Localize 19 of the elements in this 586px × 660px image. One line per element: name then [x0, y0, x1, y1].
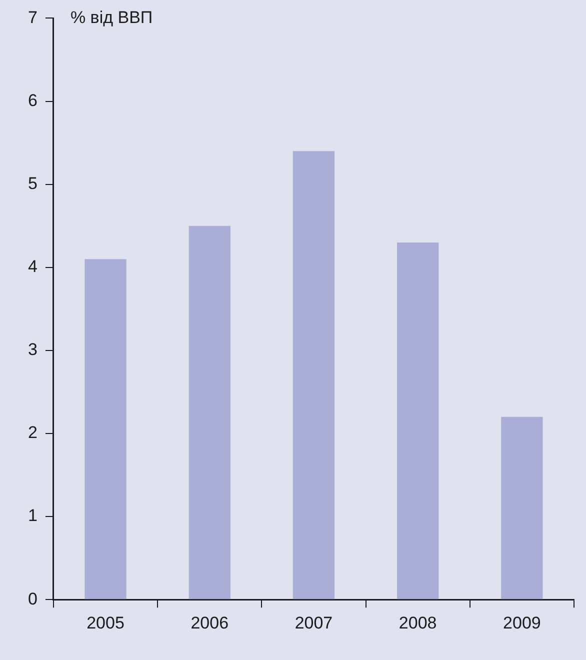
- y-tick-label: 5: [28, 174, 38, 193]
- bar: [292, 151, 335, 600]
- y-tick-label: 1: [28, 506, 38, 526]
- bar: [501, 416, 543, 600]
- x-tick-label: 2005: [86, 613, 124, 632]
- x-tick-label: 2009: [503, 613, 541, 632]
- y-tick-label: 7: [28, 8, 38, 27]
- bar: [397, 242, 439, 600]
- y-tick-label: 6: [28, 90, 38, 110]
- y-tick-label: 2: [28, 423, 38, 442]
- bar: [188, 226, 230, 600]
- y-tick-label: 0: [28, 589, 38, 608]
- x-tick-label: 2006: [190, 613, 229, 632]
- bar: [84, 259, 126, 600]
- y-axis-title: % від ВВП: [70, 8, 153, 27]
- x-tick-label: 2008: [398, 613, 437, 632]
- y-tick-label: 3: [28, 340, 38, 360]
- x-tick-label: 2007: [294, 613, 333, 632]
- y-tick-label: 4: [28, 257, 38, 276]
